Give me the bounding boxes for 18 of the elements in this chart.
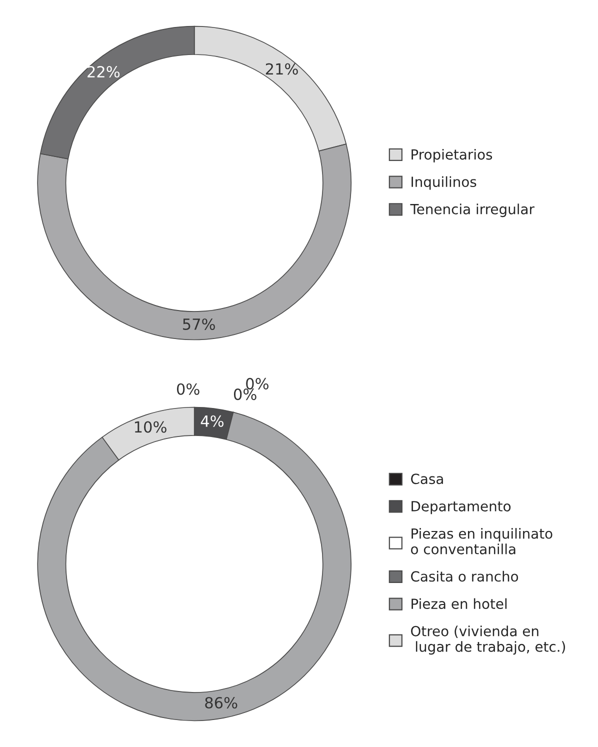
legend-label: Pieza en hotel	[412, 598, 507, 610]
data-label: 57%	[183, 318, 215, 330]
legend-label: Inquilinos	[412, 176, 476, 190]
legend-label: Casa	[411, 474, 443, 484]
legend-label: Departamento	[412, 501, 511, 514]
text: 0%	[246, 378, 268, 390]
data-label: 10%	[134, 421, 166, 433]
text: 0%	[234, 388, 256, 400]
data-label: 22%	[88, 66, 120, 78]
legend-label: Casita o rancho	[411, 570, 518, 582]
data-label: 86%	[205, 696, 238, 709]
text: 0%	[176, 383, 200, 395]
legend-label: Propietarios	[412, 148, 492, 162]
data-label: 4%	[200, 415, 224, 427]
legend-label: Piezas en inquilinato o conventanilla	[411, 528, 552, 554]
legend-label: Otreo (vivienda en lugar de trabajo, etc.)	[411, 626, 565, 655]
data-label: 21%	[266, 63, 298, 75]
legend-label: Tenencia irregular	[410, 204, 534, 218]
